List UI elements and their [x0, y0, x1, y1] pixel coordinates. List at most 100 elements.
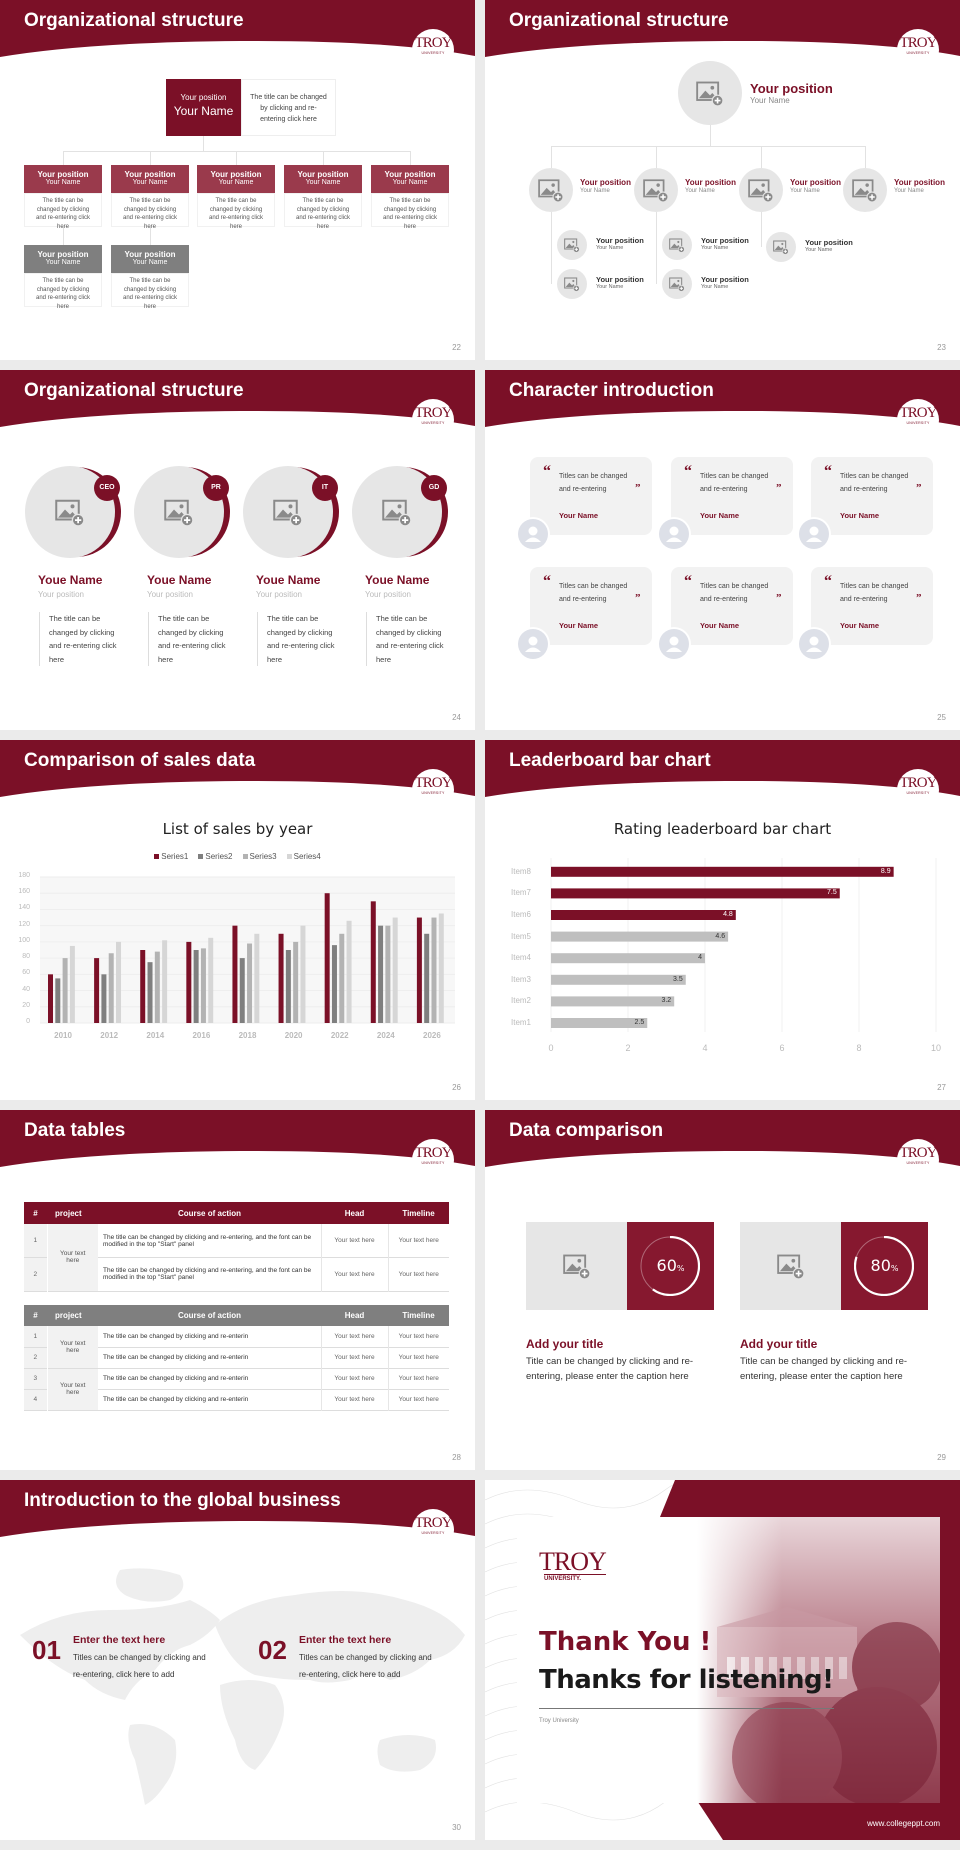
image-add-icon: [852, 179, 878, 203]
avatar: [657, 627, 691, 661]
slide-title: Organizational structure: [24, 380, 244, 401]
page-number: 27: [937, 1083, 946, 1092]
item-text: Title can be changed by clicking and re-…: [740, 1356, 908, 1382]
slide-title: Character introduction: [509, 380, 714, 401]
person-description: The title can be changed by clicking and…: [39, 612, 117, 666]
percent-label: 80%: [841, 1256, 928, 1275]
role-badge: PR: [203, 475, 229, 501]
website-link[interactable]: www.collegeppt.com: [867, 1819, 940, 1828]
bar-series1-2010: [48, 974, 53, 1023]
top-position: Your position: [750, 81, 833, 96]
slide-23[interactable]: Organizational structure TROY UNIVERSITY 23…: [485, 0, 960, 360]
troy-logo: TROY UNIVERSITY: [897, 29, 939, 71]
troy-logo: TROY UNIVERSITY: [412, 769, 454, 811]
top-position: Your position: [180, 93, 227, 102]
connector-line: [865, 146, 866, 168]
slide-27[interactable]: Leaderboard bar chart TROY UNIVERSITY 27 Rat…: [485, 740, 960, 1100]
header-band: [0, 1480, 475, 1547]
legend-item: Series1: [154, 852, 188, 861]
member-header: Your position Your Name: [24, 245, 102, 273]
bar-series1-2026: [416, 917, 422, 1023]
role-badge: CEO: [94, 475, 120, 501]
image-add-icon: [564, 277, 580, 292]
slide-28[interactable]: Data tables TROY UNIVERSITY 28 # project Cours…: [0, 1110, 475, 1470]
slide-30[interactable]: Introduction to the global business TROY U…: [0, 1480, 475, 1840]
percent-label: 60%: [627, 1256, 714, 1275]
slide-24[interactable]: Organizational structure TROY UNIVERSITY 24…: [0, 370, 475, 730]
row-number: 3: [24, 1368, 48, 1389]
item-number: 01: [32, 1635, 61, 1665]
level2-position: Your position: [701, 236, 749, 245]
photo-placeholder[interactable]: [634, 168, 678, 212]
photo-placeholder[interactable]: [529, 168, 573, 212]
column-header: Head: [344, 1311, 365, 1320]
table-row: 2 The title can be changed by clicking an…: [24, 1347, 449, 1368]
photo-placeholder[interactable]: [557, 269, 587, 299]
slide-26[interactable]: Comparison of sales data TROY UNIVERSITY 26…: [0, 740, 475, 1100]
photo-placeholder[interactable]: [526, 1222, 627, 1310]
slide-22[interactable]: Organizational structure TROY UNIVERSITY 22…: [0, 0, 475, 360]
avatar: [797, 517, 831, 551]
photo-placeholder[interactable]: [843, 168, 887, 212]
data-label: 4.6: [715, 932, 726, 940]
member-description: The title can be changed by clicking and…: [24, 193, 102, 230]
member-name: Your Name: [392, 179, 428, 186]
level1-name: Your Name: [580, 188, 610, 194]
bar-series2-2014: [147, 962, 153, 1023]
category-label: Item8: [511, 866, 532, 876]
header-band: [485, 1110, 960, 1177]
slide-31[interactable]: TROY UNIVERSITY. Thank You ! Thanks for lis…: [485, 1480, 960, 1840]
bar-series3-2018: [247, 943, 253, 1023]
building-illustration: [717, 1607, 940, 1803]
project-cell: Your text here: [47, 1326, 98, 1368]
photo-placeholder[interactable]: [557, 230, 587, 260]
photo-placeholder[interactable]: [662, 269, 692, 299]
photo-placeholder[interactable]: [766, 232, 796, 262]
level2-position: Your position: [805, 238, 853, 247]
top-description: The title can be changed by clicking and…: [241, 79, 336, 136]
bar-series3-2020: [293, 941, 299, 1023]
bar-series2-2022: [331, 945, 337, 1023]
table-header-row: # project Course of action Head Timeline: [24, 1305, 449, 1326]
quote-card: “ Titles can be changed and re-entering ” Y…: [671, 457, 793, 535]
connector-line: [63, 151, 64, 165]
bar-series4-2014: [162, 940, 168, 1023]
avatar: [657, 517, 691, 551]
column-header: Course of action: [177, 1311, 242, 1320]
bar-series3-2014: [154, 951, 160, 1023]
level2-position: Your position: [596, 275, 644, 284]
course-cell: The title can be changed by clicking and…: [98, 1326, 322, 1347]
head-cell: Your text here: [321, 1347, 389, 1368]
bar-item8: [551, 866, 894, 877]
item-number: 02: [258, 1635, 287, 1665]
level1-position: Your position: [894, 178, 945, 187]
photo-placeholder[interactable]: [662, 230, 692, 260]
data-label: 2.5: [634, 1019, 645, 1026]
page-number: 29: [937, 1453, 946, 1462]
logo-subtext: UNIVERSITY: [906, 51, 930, 55]
image-add-icon: [164, 499, 194, 527]
image-add-icon: [776, 1254, 805, 1280]
member-position: Your position: [384, 170, 436, 179]
logo-subtext: UNIVERSITY: [421, 421, 445, 425]
category-label: Item2: [511, 996, 532, 1006]
bar-series4-2010: [69, 945, 75, 1023]
table2-table: # project Course of action Head Timeline 1 You…: [24, 1305, 449, 1411]
x-tick-label: 0: [548, 1043, 554, 1053]
role-badge: GD: [421, 475, 447, 501]
y-tick-label: 120: [18, 920, 30, 928]
photo-placeholder[interactable]: [678, 61, 742, 125]
leaderboard-bar-chart: [550, 858, 937, 1032]
x-tick-label: 2020: [284, 1031, 303, 1040]
slide-29[interactable]: Data comparison TROY UNIVERSITY 29 60% Add yo…: [485, 1110, 960, 1470]
slide-25[interactable]: Character introduction TROY UNIVERSITY 25 “ T…: [485, 370, 960, 730]
y-tick-label: 20: [22, 1001, 30, 1009]
person-name: Youe Name: [147, 573, 212, 587]
troy-logo: TROY UNIVERSITY: [412, 399, 454, 441]
photo-placeholder[interactable]: [740, 1222, 841, 1310]
top-position-box: Your position Your Name: [166, 79, 241, 136]
photo-placeholder[interactable]: [739, 168, 783, 212]
row-number: 2: [24, 1347, 48, 1368]
header-band: [0, 0, 475, 67]
bar-series2-2024: [378, 925, 384, 1023]
